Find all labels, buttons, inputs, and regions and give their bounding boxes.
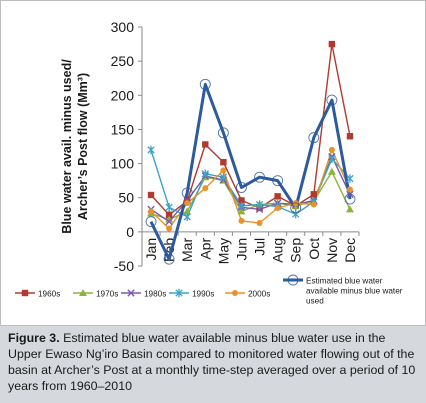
series-5-marker xyxy=(290,202,302,214)
legend-label: 1990s xyxy=(192,290,214,299)
y-tick-label: 250 xyxy=(111,53,135,69)
series-5-marker xyxy=(272,175,284,187)
y-tick-label: 100 xyxy=(111,156,135,172)
x-tick-label: Apr xyxy=(197,238,213,260)
series-1-marker xyxy=(183,207,192,215)
series-3-marker xyxy=(183,212,191,222)
legend-swatch-marker xyxy=(21,289,29,297)
caption-label: Figure 3. xyxy=(8,331,60,345)
y-tick-label: 300 xyxy=(111,19,135,35)
series-1-marker xyxy=(345,205,354,213)
series-3-marker xyxy=(255,200,264,209)
series-3-marker xyxy=(346,174,354,183)
figure-caption: Figure 3. Estimated blue water available… xyxy=(0,326,426,403)
y-tick-label: 0 xyxy=(126,224,134,240)
series-0-marker xyxy=(328,40,336,48)
series-5-marker xyxy=(308,132,320,144)
y-tick-label: -50 xyxy=(114,258,134,274)
y-tick-label: 50 xyxy=(118,190,134,206)
series-3-marker xyxy=(201,169,209,179)
series-5-marker xyxy=(236,182,247,193)
series-4-marker xyxy=(202,185,209,192)
series-5-marker xyxy=(217,127,229,139)
legend-swatch-marker xyxy=(232,290,238,296)
series-4-marker xyxy=(166,225,173,232)
legend-label: 1980s xyxy=(144,290,166,299)
series-0-marker xyxy=(346,133,354,140)
series-0-marker xyxy=(165,211,173,218)
series-0-marker xyxy=(147,191,155,199)
series-4-marker xyxy=(346,186,353,193)
x-tick-label: Sep xyxy=(288,238,304,263)
series-line-0 xyxy=(150,43,351,216)
series-0-marker xyxy=(202,141,209,148)
legend-label: 1960s xyxy=(38,290,60,299)
series-4-marker xyxy=(328,146,335,153)
series-4-marker xyxy=(148,208,155,215)
x-tick-label: Jun xyxy=(233,238,249,261)
series-5-marker xyxy=(254,171,265,183)
series-3-marker xyxy=(147,145,155,155)
y-tick-label: 150 xyxy=(111,121,135,137)
series-0-marker xyxy=(238,197,245,204)
legend-swatch-marker xyxy=(79,289,87,296)
x-tick-label: Jul xyxy=(252,238,268,256)
series-4-marker xyxy=(310,201,317,208)
series-4-marker xyxy=(238,217,245,224)
series-3-marker xyxy=(328,154,336,163)
x-tick-label: Mar xyxy=(179,238,195,262)
x-tick-label: Oct xyxy=(306,238,322,260)
series-0-marker xyxy=(220,159,227,166)
x-tick-label: Dec xyxy=(342,238,358,263)
series-4-marker xyxy=(220,167,227,174)
series-5-marker xyxy=(344,193,356,205)
series-0-marker xyxy=(310,191,317,198)
legend-swatch-marker xyxy=(287,274,299,286)
legend-swatch-marker xyxy=(175,288,183,298)
series-1-marker xyxy=(327,167,336,175)
series-3-marker xyxy=(237,201,246,211)
series-5-marker xyxy=(181,187,193,199)
legend-label: 1970s xyxy=(96,290,118,299)
legend-swatch-marker xyxy=(127,289,135,297)
series-2-marker xyxy=(165,217,173,226)
series-5-marker xyxy=(163,253,175,265)
x-tick-label: Aug xyxy=(270,238,286,263)
series-3-marker xyxy=(219,173,228,182)
y-tick-label: 200 xyxy=(111,87,135,103)
series-5-marker xyxy=(199,78,211,90)
series-5-marker xyxy=(145,216,157,228)
series-5-marker xyxy=(326,94,338,106)
chart-area: -50 0 50 100 150 200 250 300 Jan Feb Mar Apr May Jun J… xyxy=(0,0,426,326)
x-tick-label: May xyxy=(215,238,231,264)
series-1-marker xyxy=(237,207,246,215)
series-4-marker xyxy=(184,200,191,207)
caption-text: Estimated blue water available minus blu… xyxy=(8,331,416,393)
x-tick-label: Jan xyxy=(143,238,159,261)
series-3-marker xyxy=(165,203,173,212)
series-4-marker xyxy=(274,204,281,211)
legend-label: 2000s xyxy=(248,290,270,299)
series-3-marker xyxy=(292,209,300,219)
y-axis-title: Blue water avail. minus used/Archer’s Po… xyxy=(60,59,90,234)
series-4-marker xyxy=(256,219,263,226)
legend-label: Estimated blue water available minus blue… xyxy=(306,277,403,306)
series-1-marker xyxy=(165,215,174,223)
x-tick-label: Nov xyxy=(324,238,340,263)
series-0-marker xyxy=(274,193,281,200)
